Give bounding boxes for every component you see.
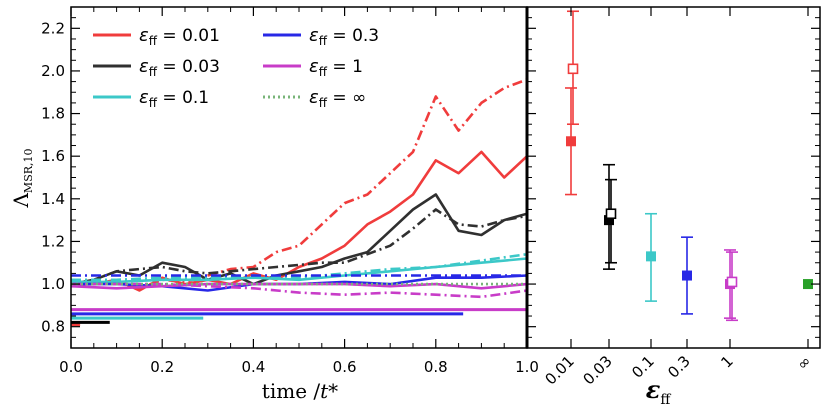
x-tick-label: 0.2 — [150, 358, 174, 376]
x-tick-label: 0.4 — [241, 358, 265, 376]
category-label-inf: ∞ — [793, 352, 815, 374]
marker-filled-0-03 — [604, 215, 614, 226]
axis-titles: time /t* ΛMSR,10 εff — [9, 148, 671, 408]
y-axis-title-symbol: Λ — [9, 193, 33, 209]
category-label-1: 1 — [717, 352, 736, 371]
x-tick-label: 1.0 — [515, 358, 539, 376]
legend-value: = 0.1 — [157, 88, 209, 108]
category-label-0-03: 0.03 — [579, 352, 615, 388]
x-tick-label: 0.0 — [59, 358, 83, 376]
marker-filled-0-3 — [682, 270, 692, 281]
marker-filled-inf — [803, 279, 813, 290]
legend-subscript: ff — [149, 34, 158, 48]
legend-epsilon-symbol: ε — [139, 87, 149, 108]
legend-value: = 0.03 — [157, 57, 220, 77]
series-line-ff-0-1-dash-dot — [71, 252, 527, 282]
x-tick-label: 0.6 — [333, 358, 357, 376]
marker-filled-0-1 — [646, 251, 656, 262]
right-panel-marks — [565, 10, 813, 322]
y-tick-label: 2.2 — [41, 19, 65, 37]
x-axis-title-unit: t* — [320, 379, 338, 403]
legend-value: = ∞ — [327, 88, 366, 108]
legend-label-ff-0-3: εff = 0.3 — [309, 25, 379, 48]
y-axis-title: ΛMSR,10 — [9, 148, 35, 208]
marker-open-0-03 — [605, 208, 617, 220]
y-tick-label: 1.2 — [41, 232, 65, 250]
right-x-axis-title: εff — [646, 375, 672, 408]
legend-epsilon-symbol: ε — [139, 25, 149, 46]
legend-label-ff-0-1: εff = 0.1 — [139, 87, 209, 110]
y-tick-label: 0.8 — [41, 318, 65, 336]
legend-epsilon-symbol: ε — [309, 25, 319, 46]
legend-epsilon-symbol: ε — [309, 56, 319, 77]
y-tick-label: 1.6 — [41, 147, 65, 165]
marker-open-0-01 — [567, 63, 579, 75]
legend-label-ff-inf: εff = ∞ — [309, 87, 366, 110]
legend-label-ff-0-03: εff = 0.03 — [139, 56, 220, 79]
x-tick-label: 0.8 — [424, 358, 448, 376]
series-line-ff-0-03-dash-dot — [71, 208, 527, 286]
right-x-axis-subscript: ff — [660, 392, 671, 408]
x-axis-title: time /t* — [262, 379, 338, 403]
legend-value: = 0.01 — [157, 26, 220, 46]
y-tick-label: 1.4 — [41, 190, 65, 208]
series-line-ff-0-03 — [71, 193, 527, 286]
y-tick-label: 1.8 — [41, 105, 65, 123]
series-line-ff-0-01 — [71, 150, 527, 292]
legend-value: = 1 — [327, 57, 363, 77]
legend-label-ff-0-01: εff = 0.01 — [139, 25, 220, 48]
legend-epsilon-symbol: ε — [139, 56, 149, 77]
legend-subscript: ff — [149, 96, 158, 110]
y-tick-label: 2.0 — [41, 62, 65, 80]
right-x-axis-symbol: ε — [646, 375, 661, 404]
legend-epsilon-symbol: ε — [309, 87, 319, 108]
legend-subscript: ff — [149, 65, 158, 79]
legend-value: = 0.3 — [327, 26, 379, 46]
marker-filled-0-01 — [566, 136, 576, 147]
category-label-0-01: 0.01 — [541, 352, 577, 388]
y-tick-label: 1.0 — [41, 275, 65, 293]
legend-subscript: ff — [319, 34, 328, 48]
series-line-ff-1 — [71, 282, 527, 290]
legend-label-ff-1: εff = 1 — [309, 56, 363, 79]
legend-subscript: ff — [319, 65, 328, 79]
y-axis-title-subscript: MSR,10 — [22, 148, 35, 193]
marker-open-1 — [726, 276, 738, 288]
category-label-0-3: 0.3 — [664, 352, 694, 382]
series-line-ff-0-01-dash-dot — [71, 78, 527, 290]
left-panel-marks — [71, 78, 527, 327]
x-axis-title-text: time / — [262, 379, 321, 403]
legend-subscript: ff — [319, 96, 328, 110]
